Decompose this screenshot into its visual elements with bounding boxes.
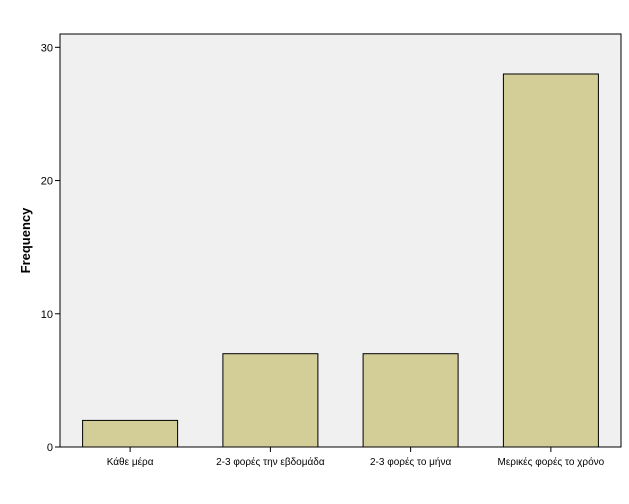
bar <box>82 419 179 448</box>
bar <box>502 73 599 448</box>
axes-layer: Κάθε μέρα 2-3 φορές την εβδομάδα 2-3 φορές… <box>41 42 605 468</box>
x-tick-label: 2-3 φορές το μήνα <box>370 456 451 468</box>
bar <box>222 353 319 448</box>
y-tick-label: 30 <box>41 42 53 54</box>
x-tick-label: Μερικές φορές το χρόνο <box>497 456 604 468</box>
y-tick-label: 0 <box>47 442 53 454</box>
y-axis-title: Frequency <box>18 207 33 274</box>
x-tick-label: Κάθε μέρα <box>107 456 154 468</box>
y-tick-label: 10 <box>41 309 53 321</box>
x-tick-label: 2-3 φορές την εβδομάδα <box>216 456 325 468</box>
bars-layer <box>82 73 599 448</box>
y-tick-label: 20 <box>41 176 53 188</box>
bar <box>362 353 459 448</box>
